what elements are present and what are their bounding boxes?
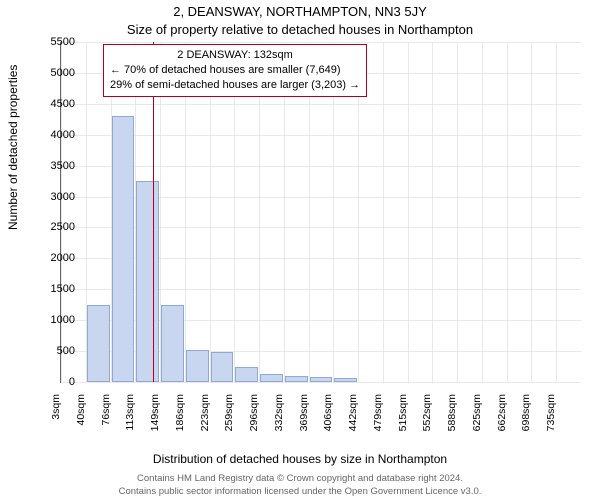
y-tick-label: 3500 [51,160,75,172]
x-tick-label: 442sqm [347,394,359,434]
histogram-bar [161,305,184,382]
x-tick-label: 625sqm [471,394,483,434]
grid-line-v [408,42,409,382]
y-tick-label: 4500 [51,98,75,110]
footer-line-1: Contains HM Land Registry data © Crown c… [137,473,463,484]
y-tick-label: 5500 [51,36,75,48]
chart-container: 2, DEANSWAY, NORTHAMPTON, NN3 5JY Size o… [0,0,600,500]
grid-line-v [61,42,62,382]
grid-line-v [383,42,384,382]
histogram-bar [285,376,308,382]
y-tick-label: 1000 [51,314,75,326]
x-tick-label: 113sqm [124,394,136,434]
x-tick-label: 223sqm [199,394,211,434]
histogram-bar [310,377,333,382]
x-tick-label: 735sqm [545,394,557,434]
annotation-box: 2 DEANSWAY: 132sqm← 70% of detached hous… [103,44,367,97]
grid-line-h [61,166,581,167]
annot-line-1: 2 DEANSWAY: 132sqm [110,48,360,63]
histogram-bar [211,352,234,382]
histogram-bar [136,181,159,382]
grid-line-v [432,42,433,382]
y-tick-label: 2000 [51,252,75,264]
y-tick-label: 1500 [51,283,75,295]
footer-line-2: Contains public sector information licen… [119,486,482,497]
grid-line-v [507,42,508,382]
x-tick-label: 588sqm [446,394,458,434]
x-axis-label: Distribution of detached houses by size … [0,452,600,466]
y-axis-label: Number of detached properties [6,65,20,230]
y-tick-label: 0 [69,376,75,388]
x-tick-label: 149sqm [149,394,161,434]
x-tick-label: 552sqm [421,394,433,434]
grid-line-v [556,42,557,382]
histogram-bar [87,305,110,382]
x-tick-label: 369sqm [298,394,310,434]
chart-title-main: 2, DEANSWAY, NORTHAMPTON, NN3 5JY [0,4,600,19]
grid-line-h [61,42,581,43]
histogram-bar [112,116,135,382]
annot-line-2: ← 70% of detached houses are smaller (7,… [110,63,360,78]
x-tick-label: 40sqm [75,394,87,434]
histogram-bar [260,374,283,382]
x-tick-label: 76sqm [100,394,112,434]
histogram-bar [186,350,209,382]
plot-area: 2 DEANSWAY: 132sqm← 70% of detached hous… [60,42,581,383]
y-tick-label: 500 [57,345,75,357]
grid-line-v [457,42,458,382]
x-tick-label: 515sqm [397,394,409,434]
chart-footer: Contains HM Land Registry data © Crown c… [0,473,600,498]
x-tick-label: 3sqm [50,394,62,434]
x-tick-label: 406sqm [322,394,334,434]
grid-line-v [531,42,532,382]
x-tick-label: 698sqm [520,394,532,434]
x-tick-label: 259sqm [223,394,235,434]
x-tick-label: 662sqm [496,394,508,434]
grid-line-h [61,104,581,105]
chart-title-sub: Size of property relative to detached ho… [0,22,600,37]
x-tick-label: 296sqm [248,394,260,434]
histogram-bar [235,367,258,382]
x-tick-label: 186sqm [174,394,186,434]
x-tick-label: 332sqm [273,394,285,434]
y-tick-label: 5000 [51,67,75,79]
y-tick-label: 4000 [51,129,75,141]
y-tick-label: 3000 [51,191,75,203]
y-tick-label: 2500 [51,221,75,233]
grid-line-v [482,42,483,382]
annot-line-3: 29% of semi-detached houses are larger (… [110,78,360,93]
grid-line-h [61,382,581,383]
grid-line-h [61,135,581,136]
x-tick-label: 479sqm [372,394,384,434]
histogram-bar [334,378,357,382]
